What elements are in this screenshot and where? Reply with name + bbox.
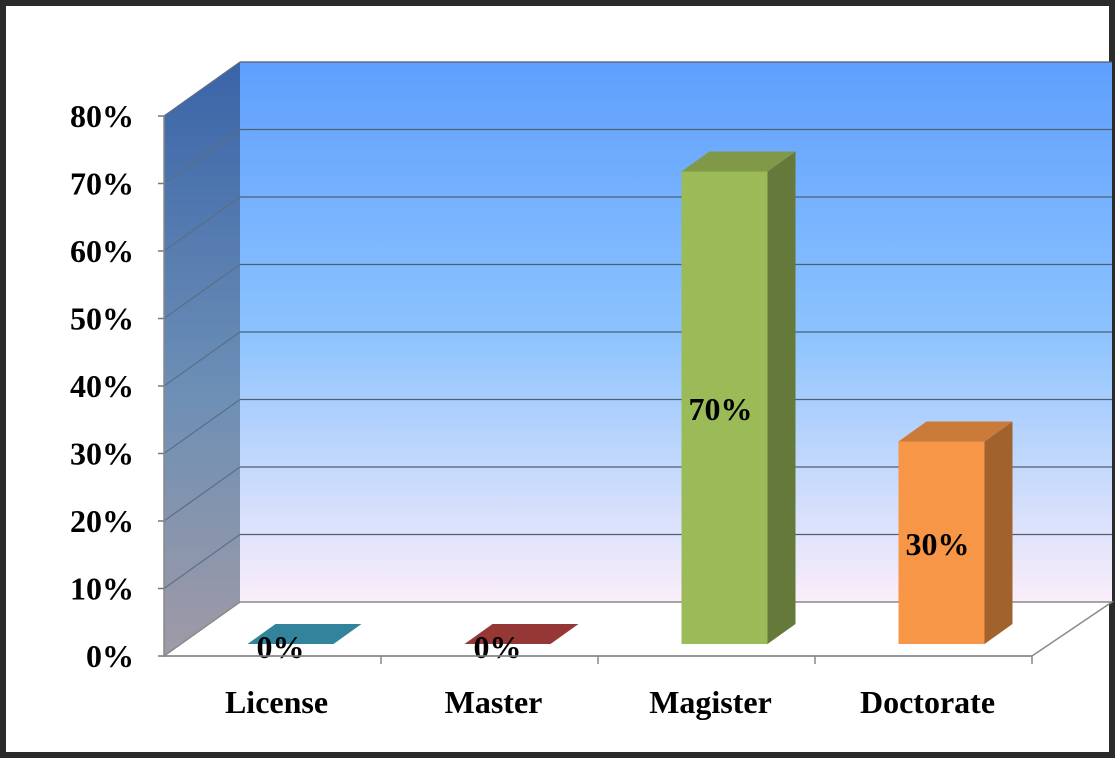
y-tick-label: 50% — [70, 301, 134, 337]
bar-master-flat — [464, 624, 579, 644]
bar-doctorate — [898, 421, 1013, 644]
bar-magister-front — [681, 171, 768, 644]
bar-chart: 0% 10% 20% 30% 40% 50% 60% 70% 80% 0% 0% 70% 30% Li… — [70, 61, 1115, 720]
y-tick-label: 60% — [70, 233, 134, 269]
bar-magister-top — [681, 151, 796, 172]
bar-master — [464, 624, 579, 644]
y-tick-label: 70% — [70, 166, 134, 202]
bars — [247, 151, 1013, 644]
data-label-master: 0% — [474, 629, 522, 665]
y-tick-label: 80% — [70, 98, 134, 134]
gridline-depth — [163, 129, 241, 184]
data-label-doctorate: 30% — [906, 526, 970, 562]
x-axis-categories: License Master Magister Doctorate — [164, 655, 1033, 720]
y-axis-ticks: 0% 10% 20% 30% 40% 50% 60% 70% 80% — [70, 98, 165, 674]
y-tick-label: 10% — [70, 571, 134, 607]
y-tick-label: 30% — [70, 436, 134, 472]
gridline-depth — [163, 399, 241, 454]
bar-license — [247, 624, 362, 644]
bar-doctorate-side — [984, 421, 1013, 644]
y-tick-label: 40% — [70, 368, 134, 404]
gridline-depth — [163, 534, 241, 589]
y-tick-label: 20% — [70, 503, 134, 539]
category-label-magister: Magister — [649, 684, 772, 720]
gridline-depth — [163, 196, 241, 252]
data-label-license: 0% — [257, 629, 305, 665]
data-label-magister: 70% — [689, 391, 753, 427]
category-label-doctorate: Doctorate — [860, 684, 995, 720]
data-labels: 0% 0% 70% 30% — [257, 391, 970, 665]
bar-doctorate-front — [898, 441, 985, 644]
category-label-master: Master — [445, 684, 543, 720]
bar-magister-side — [767, 151, 796, 644]
bar-magister — [681, 151, 796, 644]
bar-doctorate-top — [898, 421, 1013, 442]
y-tick-label: 0% — [86, 638, 134, 674]
bar-license-flat — [247, 624, 362, 644]
gridline-depth — [163, 466, 241, 522]
category-label-license: License — [225, 684, 328, 720]
gridline-depth — [163, 61, 241, 117]
gridline-depth — [163, 331, 241, 387]
gridline-depth — [163, 264, 241, 319]
